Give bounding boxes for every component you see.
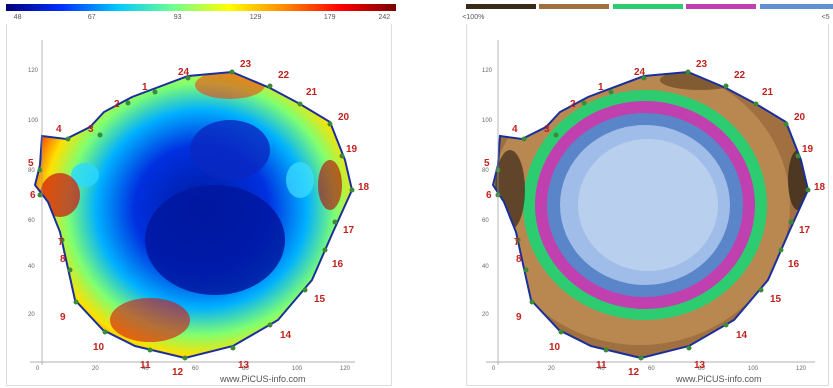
node-label: 10: [93, 342, 105, 353]
node-label: 19: [802, 144, 814, 155]
node-label: 23: [696, 59, 708, 70]
node-label: 20: [794, 112, 806, 123]
x-tick: 20: [548, 366, 555, 372]
x-tick: 100: [292, 366, 303, 372]
node-label: 23: [240, 59, 252, 70]
node-label: 21: [762, 87, 774, 98]
x-tick: 0: [492, 366, 496, 372]
node-label: 13: [694, 360, 706, 371]
x-tick: 60: [192, 366, 199, 372]
x-tick: 120: [340, 366, 351, 372]
node-label: 18: [358, 182, 370, 193]
y-tick: 100: [482, 118, 493, 124]
node-label: 24: [178, 67, 190, 78]
node-label: 22: [734, 70, 746, 81]
node-label: 19: [346, 144, 358, 155]
y-tick: 60: [482, 218, 489, 224]
watermark: www.PiCUS-info.com: [220, 374, 306, 384]
y-tick: 20: [482, 312, 489, 318]
node-label: 8: [60, 254, 66, 265]
node-label: 14: [736, 330, 748, 341]
y-tick: 100: [28, 118, 39, 124]
node-label: 4: [512, 124, 518, 135]
node-label: 8: [516, 254, 522, 265]
node-label: 11: [596, 360, 607, 371]
node-label: 24: [634, 67, 646, 78]
node-label: 2: [114, 99, 120, 110]
node-label: 2: [570, 99, 576, 110]
x-tick: 100: [748, 366, 759, 372]
node-label: 3: [544, 124, 550, 135]
y-tick: 40: [28, 264, 35, 270]
node-label: 21: [306, 87, 318, 98]
y-tick: 40: [482, 264, 489, 270]
node-label: 9: [60, 312, 66, 323]
node-label: 12: [172, 367, 184, 378]
node-label: 17: [343, 225, 355, 236]
y-tick: 60: [28, 218, 35, 224]
node-label: 16: [788, 259, 800, 270]
tomogram-plot-right: 120 100 80 60 40 20 0 20 40 60 80 100 12…: [460, 0, 833, 388]
x-tick: 120: [796, 366, 807, 372]
node-label: 4: [56, 124, 62, 135]
node-label: 17: [799, 225, 811, 236]
node-label: 9: [516, 312, 522, 323]
node-label: 11: [140, 360, 151, 371]
watermark: www.PiCUS-info.com: [676, 374, 762, 384]
node-label: 6: [486, 190, 492, 201]
node-label: 7: [58, 237, 64, 248]
node-label: 22: [278, 70, 290, 81]
right-panel-tomogram: <100% <5: [460, 0, 833, 388]
node-label: 6: [30, 190, 36, 201]
left-panel-tomogram: 48 67 93 129 179 242: [0, 0, 396, 388]
x-tick: 20: [92, 366, 99, 372]
x-tick: 0: [36, 366, 40, 372]
node-label: 15: [314, 294, 326, 305]
node-label: 20: [338, 112, 350, 123]
node-label: 16: [332, 259, 344, 270]
node-label: 12: [628, 367, 640, 378]
y-tick: 20: [28, 312, 35, 318]
x-tick: 60: [648, 366, 655, 372]
y-tick: 120: [482, 68, 493, 74]
y-tick: 120: [28, 68, 39, 74]
node-label: 1: [598, 82, 604, 93]
node-label: 5: [28, 158, 34, 169]
node-label: 10: [549, 342, 561, 353]
node-label: 7: [514, 237, 520, 248]
tomogram-plot-left: 120 100 80 60 40 20 0 20 40 60 80 100 12…: [0, 0, 396, 388]
node-label: 5: [484, 158, 490, 169]
node-label: 13: [238, 360, 250, 371]
node-label: 3: [88, 124, 94, 135]
node-label: 18: [814, 182, 826, 193]
node-label: 1: [142, 82, 148, 93]
node-label: 14: [280, 330, 292, 341]
node-label: 15: [770, 294, 782, 305]
